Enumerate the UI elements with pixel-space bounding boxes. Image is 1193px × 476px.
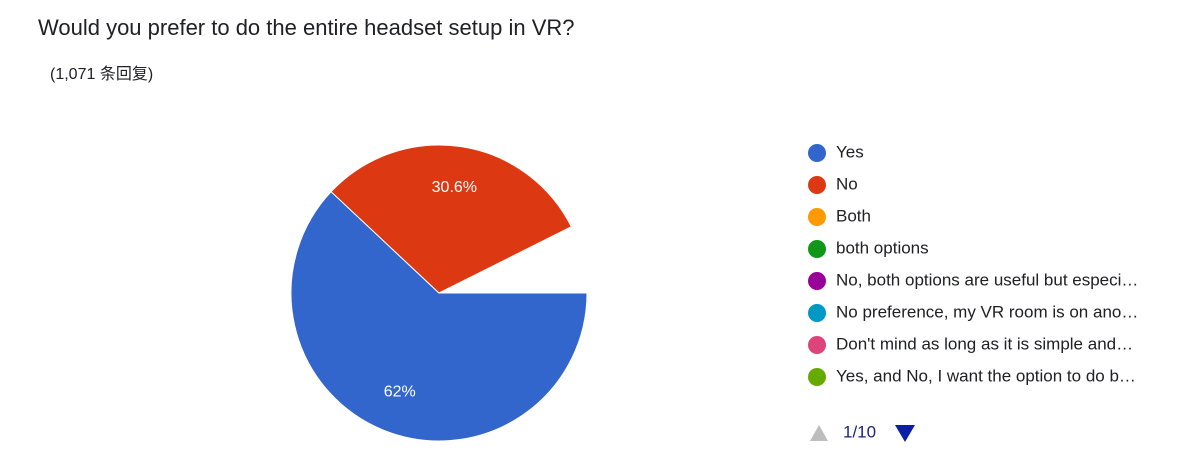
legend-swatch	[808, 240, 826, 258]
chart-subtitle: (1,071 条回复)	[50, 65, 153, 83]
legend-swatch	[808, 144, 826, 162]
page-up-arrow	[810, 425, 828, 441]
legend-label: Both	[836, 206, 871, 225]
pie-slice	[290, 190, 588, 442]
pie: 62% 30.6%	[290, 144, 588, 442]
legend-label: Yes	[836, 142, 864, 161]
legend-label: both options	[836, 238, 929, 257]
legend-swatch	[808, 368, 826, 386]
legend-label: No, both options are useful but especi…	[836, 270, 1138, 289]
legend-label: No preference, my VR room is on ano…	[836, 302, 1138, 321]
legend-page: 1/10	[843, 422, 876, 441]
chart-title: Would you prefer to do the entire headse…	[38, 15, 575, 40]
legend-swatch	[808, 304, 826, 322]
legend: Yes No Both both options No, both options ar…	[808, 142, 1138, 386]
pie-slice	[330, 144, 572, 294]
legend-swatch	[808, 272, 826, 290]
legend-label: Yes, and No, I want the option to do b…	[836, 366, 1136, 385]
legend-swatch	[808, 176, 826, 194]
slice-label: 62%	[384, 383, 416, 400]
legend-swatch	[808, 208, 826, 226]
legend-swatch	[808, 336, 826, 354]
legend-label: Don't mind as long as it is simple and…	[836, 334, 1133, 353]
legend-label: No	[836, 174, 858, 193]
slice-label: 30.6%	[432, 179, 477, 196]
page-down-arrow[interactable]	[895, 425, 915, 442]
